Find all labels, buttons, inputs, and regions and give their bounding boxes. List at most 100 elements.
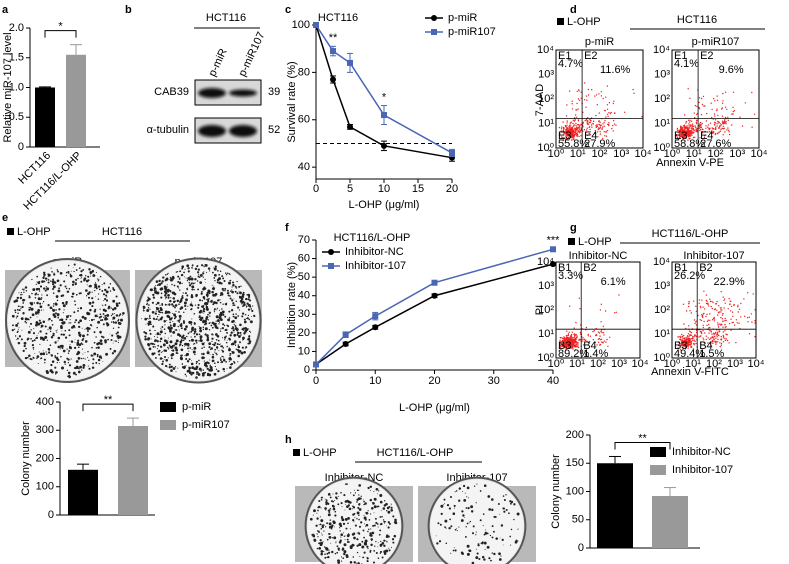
flow-tick-label: 10⁴ [537,256,554,268]
colony-dot [502,507,504,509]
colony-dot [102,284,103,285]
event-dot [742,125,743,126]
event-dot [591,127,592,128]
colony-dot [218,340,220,342]
colony-dot [501,524,503,526]
event-dot [727,127,728,128]
colony-dot [367,531,369,533]
colony-dot [160,330,163,333]
colony-dot [358,494,359,495]
colony-dot [506,509,508,511]
colony-dot [165,365,167,367]
event-dot [713,333,714,334]
event-dot [717,95,718,96]
colony-dot [32,344,34,346]
x-axis-label: L-OHP (μg/ml) [399,402,470,414]
colony-dot [480,519,482,521]
event-dot [687,336,688,337]
colony-dot [468,549,470,551]
colony-dot [38,363,39,364]
colony-dot [329,522,332,525]
colony-dot [51,371,54,374]
colony-dot [228,349,231,352]
event-dot [688,306,689,307]
colony-dot [168,297,169,298]
colony-dot [55,309,57,311]
colony-dot [236,292,238,294]
colony-dot [220,313,222,315]
colony-dot [77,351,79,353]
colony-dot [60,333,62,335]
colony-dot [177,368,178,369]
colony-dot [230,357,231,358]
legend-label: Inhibitor-NC [672,446,731,458]
colony-dot [317,507,319,509]
colony-dot [203,265,204,266]
event-dot [691,131,692,132]
colony-dot [82,328,83,329]
colony-dot [361,496,362,497]
event-dot [607,346,608,347]
colony-dot [212,360,214,362]
event-dot [688,344,689,345]
colony-dot [227,368,228,369]
flow-tick-label: 10³ [727,358,743,370]
colony-dot [189,358,191,360]
colony-dot [39,303,41,305]
colony-dot [210,366,211,367]
colony-dot [167,304,168,305]
colony-dot [453,512,456,515]
colony-dot [223,328,224,329]
event-dot [699,299,700,300]
colony-dot [46,353,48,355]
colony-dot [91,325,92,326]
event-dot [572,101,573,102]
colony-dot [226,346,228,348]
colony-dot [185,308,187,310]
event-dot [688,346,689,347]
colony-dot [340,537,341,538]
event-dot [722,122,723,123]
colony-dot [356,518,357,519]
colony-dot [99,289,101,291]
colony-dot [234,316,237,319]
colony-dot [325,510,326,511]
event-dot [724,128,725,129]
colony-dot [347,517,350,520]
event-dot [579,308,580,309]
colony-dot [453,550,455,552]
colony-dot [172,313,173,314]
colony-dot [220,318,223,321]
event-dot [581,92,582,93]
event-dot [715,338,716,339]
event-dot [737,322,738,323]
point [347,60,353,66]
event-dot [706,120,707,121]
colony-dot [120,319,123,322]
colony-dot [52,333,54,335]
colony-dot [92,274,95,277]
colony-dot [209,360,210,361]
colony-dot [197,272,198,273]
colony-dot [246,305,248,307]
colony-dot [357,490,359,492]
event-dot [575,342,576,343]
colony-dot [179,278,181,280]
colony-dot [68,372,71,375]
colony-dot [387,526,389,528]
colony-dot [249,306,251,308]
colony-dot [192,268,193,269]
treatment-label: L-OHP [578,236,612,248]
event-dot [605,97,606,98]
colony-dot [237,361,238,362]
event-dot [572,332,573,333]
colony-dot [207,374,209,376]
colony-dot [378,557,380,559]
colony-dot [212,272,214,274]
colony-dot [203,329,204,330]
colony-dot [323,530,324,531]
colony-dot [316,513,317,514]
colony-dot [95,315,98,318]
colony-dot [77,278,78,279]
colony-dot [234,340,237,343]
